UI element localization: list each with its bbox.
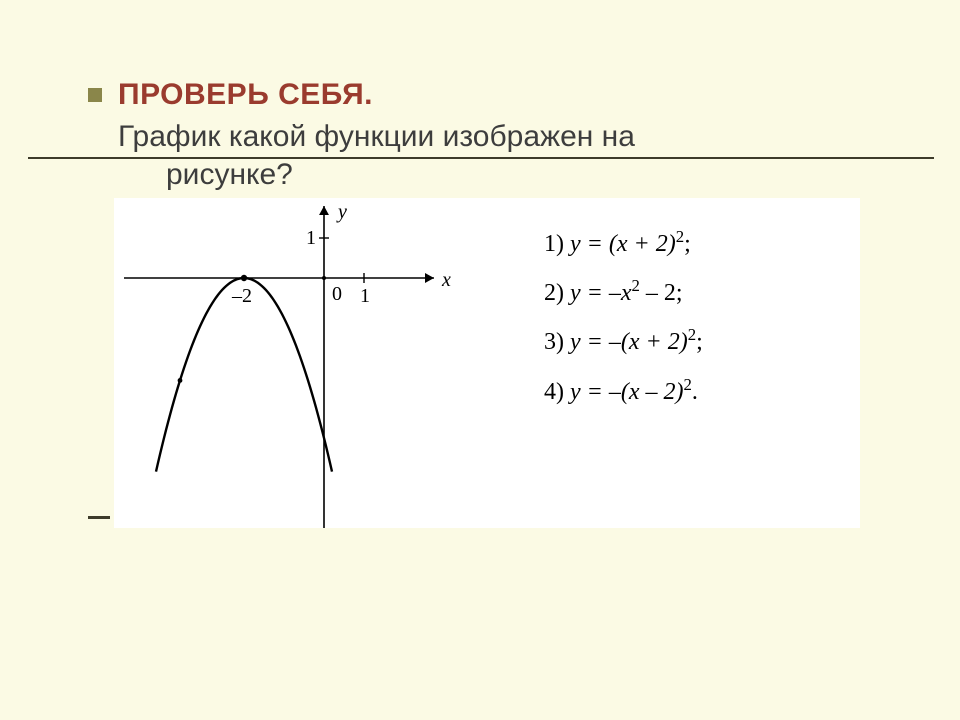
option-4: 4) y = –(x – 2)2. bbox=[544, 368, 703, 417]
question-line2: рисунке? bbox=[118, 156, 860, 194]
question-text: График какой функции изображен на рисунк… bbox=[118, 118, 860, 193]
option-2-num: 2) bbox=[544, 280, 570, 306]
parabola-chart: yx011–2 bbox=[124, 198, 464, 528]
short-rule bbox=[88, 516, 110, 519]
option-4-num: 4) bbox=[544, 379, 570, 405]
option-4-body: y = –(x – 2) bbox=[570, 379, 683, 405]
svg-text:1: 1 bbox=[360, 285, 370, 307]
option-3-tail: ; bbox=[696, 329, 703, 355]
svg-text:1: 1 bbox=[306, 227, 316, 249]
heading: ПРОВЕРЬ СЕБЯ. bbox=[118, 78, 373, 112]
svg-text:x: x bbox=[441, 269, 451, 291]
option-4-exp: 2 bbox=[683, 375, 691, 394]
option-3-exp: 2 bbox=[688, 325, 696, 344]
option-1: 1) y = (x + 2)2; bbox=[544, 220, 703, 269]
question-line1: График какой функции изображен на bbox=[118, 120, 635, 153]
option-2-exp: 2 bbox=[632, 276, 640, 295]
option-3-num: 3) bbox=[544, 329, 570, 355]
option-1-exp: 2 bbox=[676, 227, 684, 246]
option-1-tail: ; bbox=[684, 231, 691, 257]
option-2: 2) y = –x2 – 2; bbox=[544, 269, 703, 318]
slide: ПРОВЕРЬ СЕБЯ. График какой функции изобр… bbox=[0, 0, 960, 720]
bullet-square bbox=[88, 88, 102, 102]
option-4-tail: . bbox=[692, 379, 698, 405]
svg-text:–2: –2 bbox=[231, 285, 252, 307]
answer-options: 1) y = (x + 2)2; 2) y = –x2 – 2; 3) y = … bbox=[544, 220, 703, 417]
option-1-num: 1) bbox=[544, 231, 570, 257]
option-3-body: y = –(x + 2) bbox=[570, 329, 688, 355]
svg-text:0: 0 bbox=[332, 283, 342, 305]
svg-text:y: y bbox=[336, 201, 347, 223]
option-2-tail: – 2; bbox=[640, 280, 683, 306]
option-3: 3) y = –(x + 2)2; bbox=[544, 318, 703, 367]
figure-panel: yx011–2 1) y = (x + 2)2; 2) y = –x2 – 2;… bbox=[114, 198, 860, 528]
option-1-body: y = (x + 2) bbox=[570, 231, 676, 257]
option-2-body: y = –x bbox=[570, 280, 632, 306]
